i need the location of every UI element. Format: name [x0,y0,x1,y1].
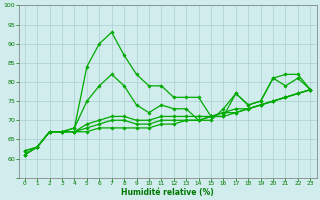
X-axis label: Humidité relative (%): Humidité relative (%) [121,188,214,197]
